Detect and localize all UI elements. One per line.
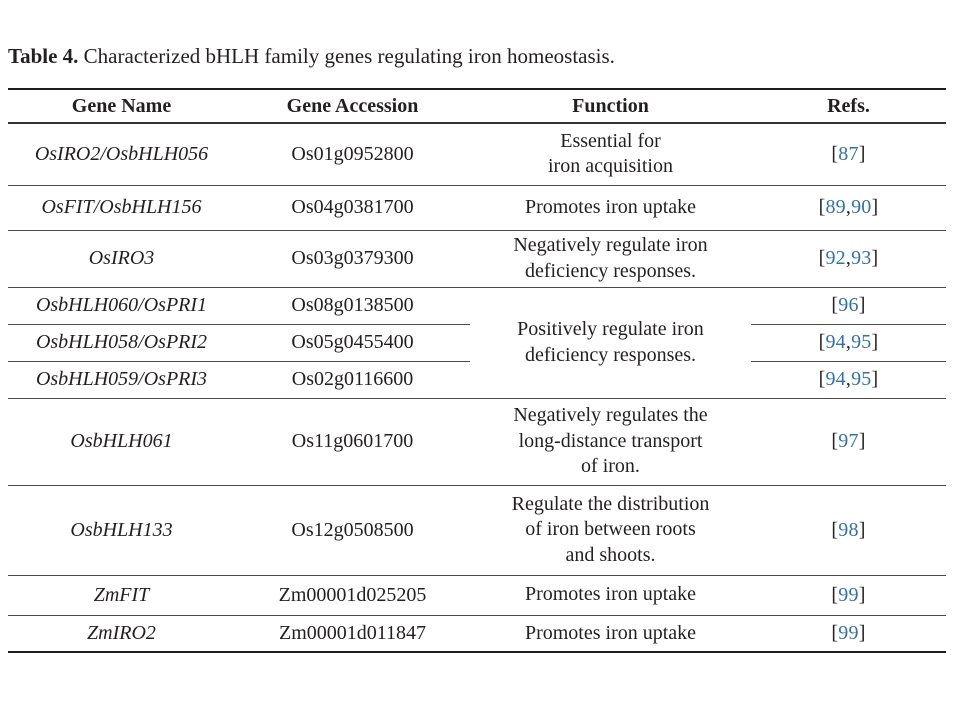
ref-link[interactable]: 97 xyxy=(838,430,859,452)
table-caption-label: Table 4. xyxy=(8,44,79,68)
table-row: OsbHLH059/OsPRI3 Os02g0116600 [94,95] xyxy=(8,360,946,398)
gene-name-cell: ZmFIT xyxy=(8,574,235,615)
table-row: OsbHLH058/OsPRI2 Os05g0455400 [94,95] xyxy=(8,323,946,361)
header-row: Gene Name Gene Accession Function Refs. xyxy=(8,89,946,124)
refs-cell: [99] xyxy=(751,574,946,615)
table-row: OsbHLH060/OsPRI1 Os08g0138500 Positively… xyxy=(8,286,946,398)
refs-cell: [89,90] xyxy=(751,184,946,230)
gene-accession-cell: Zm00001d011847 xyxy=(235,614,470,652)
gene-name-cell: OsIRO2/OsbHLH056 xyxy=(8,122,235,185)
gene-accession-cell: Zm00001d025205 xyxy=(235,574,470,615)
refs-cell: [92,93] xyxy=(751,229,946,287)
ref-link[interactable]: 87 xyxy=(838,142,859,165)
gene-accession-cell: Os04g0381700 xyxy=(235,184,470,230)
gene-accession-cell: Os02g0116600 xyxy=(235,360,470,398)
function-cell: Promotes iron uptake xyxy=(470,614,751,652)
gene-name-cell: OsIRO3 xyxy=(8,229,235,287)
gene-table: Gene Name Gene Accession Function Refs. … xyxy=(8,88,946,653)
refs-cell: [94,95] xyxy=(751,323,946,361)
gene-name-cell: OsbHLH061 xyxy=(8,397,235,485)
refs-cell: [99] xyxy=(751,614,946,652)
gene-accession-cell: Os12g0508500 xyxy=(235,484,470,575)
column-header-function: Function xyxy=(470,89,751,124)
function-cell: Promotes iron uptake xyxy=(470,184,751,230)
table-row: OsIRO3 Os03g0379300 Negatively regulate … xyxy=(8,229,946,287)
function-cell: Promotes iron uptake xyxy=(470,574,751,615)
function-cell-merged: Positively regulate iron deficiency resp… xyxy=(470,286,751,398)
table-row: OsIRO2/OsbHLH056 Os01g0952800 Essential … xyxy=(8,122,946,185)
gene-accession-cell: Os08g0138500 xyxy=(235,286,470,324)
refs-cell: [96] xyxy=(751,286,946,324)
ref-link[interactable]: 89 xyxy=(825,196,846,218)
table-row: OsbHLH061 Os11g0601700 Negatively regula… xyxy=(8,397,946,485)
refs-cell: [97] xyxy=(751,397,946,485)
function-cell: Regulate the distribution of iron betwee… xyxy=(470,484,751,575)
ref-link[interactable]: 99 xyxy=(838,621,859,644)
refs-cell: [94,95] xyxy=(751,360,946,398)
function-cell: Negatively regulate iron deficiency resp… xyxy=(470,229,751,287)
gene-accession-cell: Os05g0455400 xyxy=(235,323,470,361)
gene-name-cell: OsbHLH060/OsPRI1 xyxy=(8,286,235,324)
table-row: ZmFIT Zm00001d025205 Promotes iron uptak… xyxy=(8,574,946,615)
table-row: ZmIRO2 Zm00001d011847 Promotes iron upta… xyxy=(8,614,946,652)
table-caption-text: Characterized bHLH family genes regulati… xyxy=(78,44,615,68)
ref-link[interactable]: 99 xyxy=(838,583,859,606)
table-caption: Table 4. Characterized bHLH family genes… xyxy=(8,44,615,69)
ref-link[interactable]: 94 xyxy=(825,368,846,390)
gene-accession-cell: Os01g0952800 xyxy=(235,122,470,185)
ref-link[interactable]: 95 xyxy=(851,368,872,390)
table-row: OsbHLH133 Os12g0508500 Regulate the dist… xyxy=(8,484,946,575)
ref-link[interactable]: 96 xyxy=(838,294,859,316)
ref-link[interactable]: 98 xyxy=(838,518,859,541)
ref-link[interactable]: 93 xyxy=(851,247,872,269)
gene-name-cell: OsbHLH058/OsPRI2 xyxy=(8,323,235,361)
refs-cell: [98] xyxy=(751,484,946,575)
column-header-gene-accession: Gene Accession xyxy=(235,89,470,124)
refs-cell: [87] xyxy=(751,122,946,185)
gene-accession-cell: Os11g0601700 xyxy=(235,397,470,485)
ref-link[interactable]: 90 xyxy=(851,196,872,218)
gene-name-cell: OsbHLH059/OsPRI3 xyxy=(8,360,235,398)
ref-link[interactable]: 94 xyxy=(825,331,846,353)
table-row: OsFIT/OsbHLH156 Os04g0381700 Promotes ir… xyxy=(8,184,946,230)
gene-accession-cell: Os03g0379300 xyxy=(235,229,470,287)
ref-link[interactable]: 92 xyxy=(825,247,846,269)
gene-name-cell: OsFIT/OsbHLH156 xyxy=(8,184,235,230)
column-header-gene-name: Gene Name xyxy=(8,89,235,124)
function-cell: Essential for iron acquisition xyxy=(470,122,751,185)
column-header-refs: Refs. xyxy=(751,89,946,124)
ref-link[interactable]: 95 xyxy=(851,331,872,353)
gene-name-cell: OsbHLH133 xyxy=(8,484,235,575)
function-cell: Negatively regulates the long-distance t… xyxy=(470,397,751,485)
gene-name-cell: ZmIRO2 xyxy=(8,614,235,652)
